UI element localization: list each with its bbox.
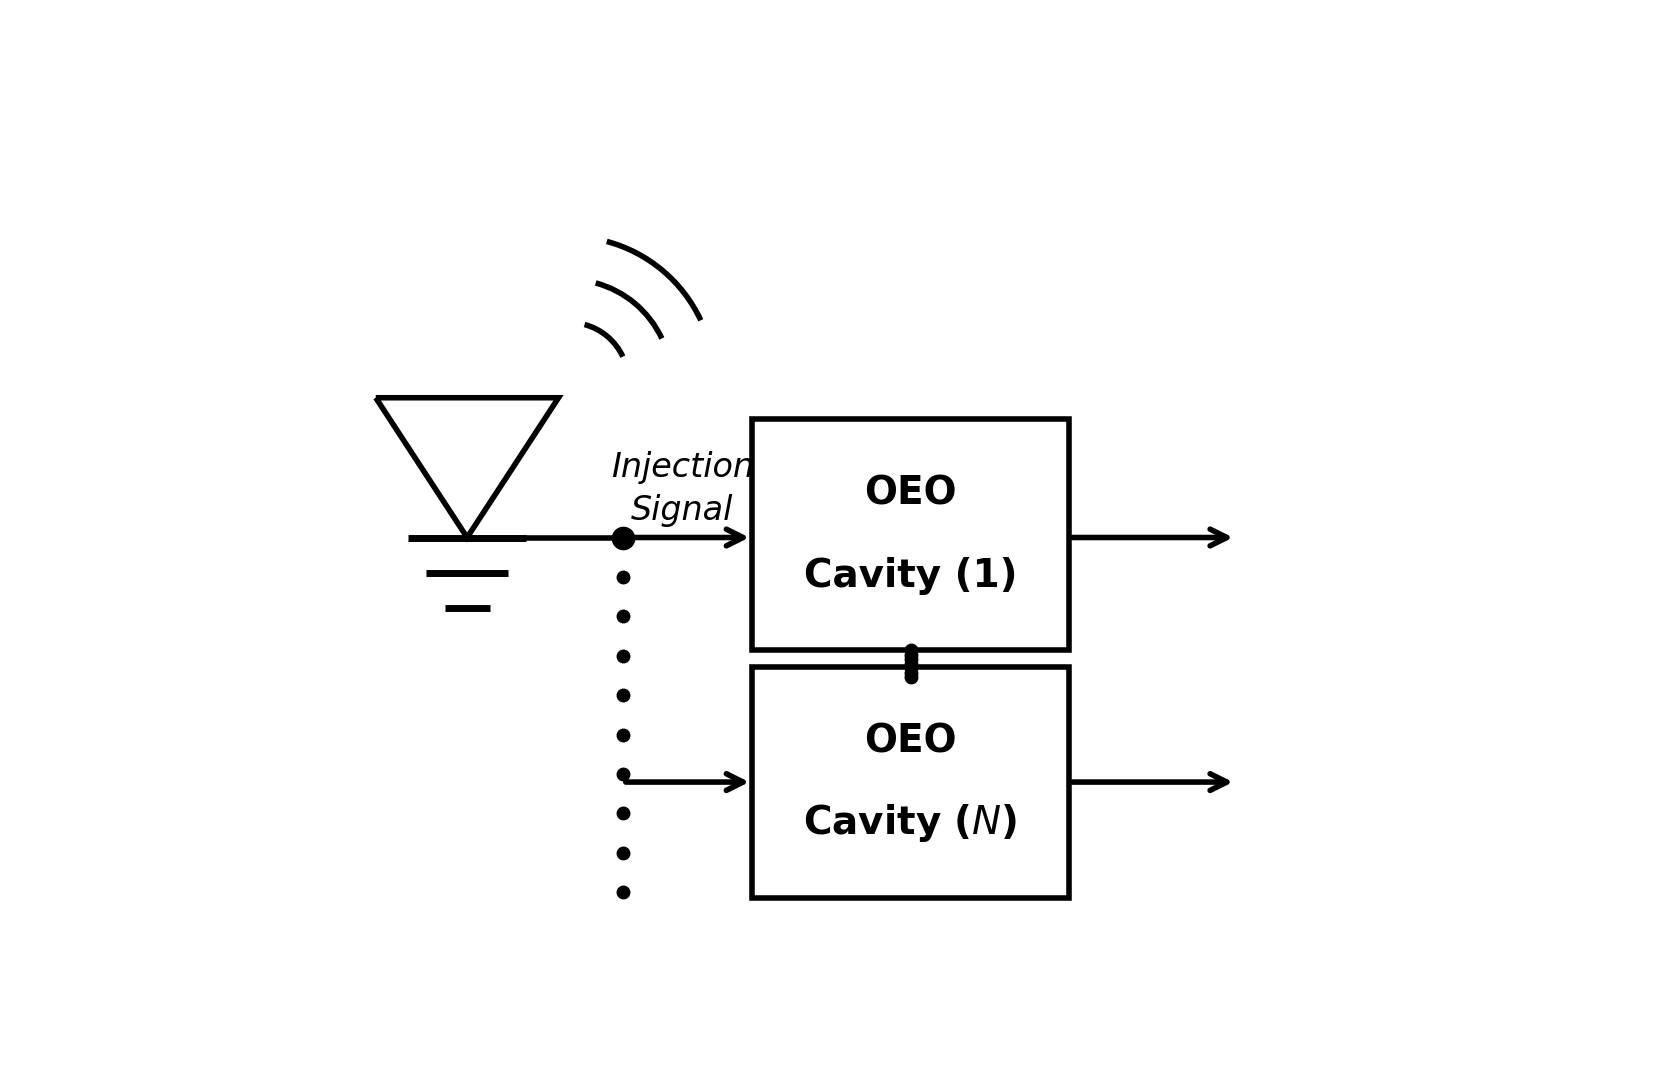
Text: Injection: Injection <box>610 452 754 484</box>
Bar <box>753 419 1069 650</box>
Text: Signal: Signal <box>630 494 734 527</box>
Text: Cavity ($N$): Cavity ($N$) <box>803 802 1017 844</box>
Text: OEO: OEO <box>865 722 957 760</box>
Text: Cavity (1): Cavity (1) <box>804 557 1017 594</box>
Bar <box>753 666 1069 898</box>
Text: OEO: OEO <box>865 475 957 513</box>
